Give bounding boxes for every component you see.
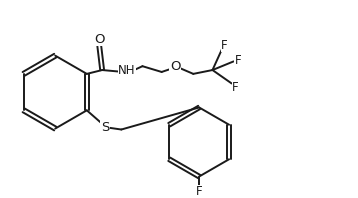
Text: F: F (232, 81, 239, 94)
Text: O: O (170, 60, 180, 73)
Text: F: F (221, 39, 228, 52)
Text: NH: NH (118, 64, 136, 77)
Text: F: F (234, 54, 241, 67)
Text: O: O (94, 33, 105, 46)
Text: S: S (101, 121, 109, 134)
Text: F: F (196, 185, 203, 198)
